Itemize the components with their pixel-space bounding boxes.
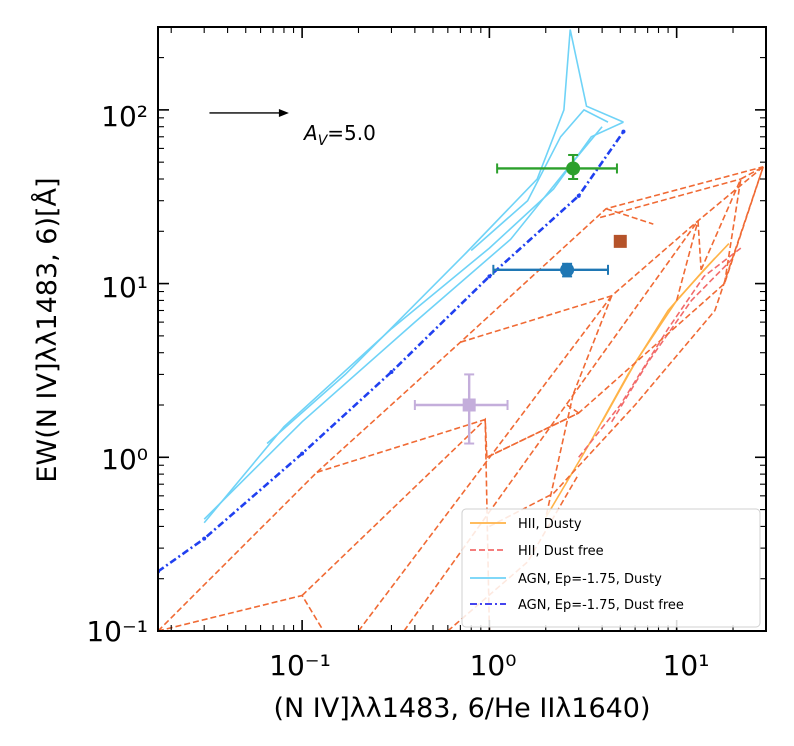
marker-circle — [566, 161, 581, 176]
series-line-agn-ep-1-75-dusty — [203, 121, 624, 524]
series-line-hii-grid-dashed-orange — [740, 166, 764, 180]
series-line-hii-grid-dashed-orange — [723, 178, 742, 284]
extinction-label: AV=5.0 — [302, 121, 376, 149]
series-line-hii-grid-dashed-orange — [605, 207, 654, 225]
y-tick-label: 10¹ — [101, 271, 148, 304]
series-line-hii-grid-dashed-orange — [357, 295, 613, 631]
data-point-blue — [492, 262, 610, 278]
series-line-hii-grid-dashed-orange — [403, 220, 699, 631]
series-point-agn-ep-1-75-dust-free — [487, 274, 492, 279]
legend-label: AGN, Ep=-1.75, Dust free — [518, 598, 684, 613]
marker-square — [462, 398, 476, 412]
legend: HII, Dusty HII, Dust free AGN, Ep=-1.75,… — [461, 508, 761, 628]
data-point-brown — [613, 234, 627, 248]
axis-ticks — [158, 26, 767, 632]
x-tick-label: 10¹ — [663, 649, 710, 682]
series-layer — [158, 29, 764, 631]
y-tick-label: 10⁰ — [101, 443, 148, 476]
series-line-agn-ep-1-75-dusty — [266, 29, 624, 445]
series-point-agn-ep-1-75-dust-free — [576, 193, 581, 198]
series-point-agn-ep-1-75-dust-free — [300, 451, 305, 456]
y-axis-label: EW(N IV]λλ1483, 6)[Å] — [31, 177, 63, 482]
series-line-hii-dust-free — [611, 257, 734, 423]
series-line-hii-grid-dashed-orange — [599, 178, 742, 219]
y-tick-label: 10⁻¹ — [86, 615, 148, 648]
series-line-hii-grid-dashed-orange — [545, 394, 574, 518]
legend-label: HII, Dust free — [518, 544, 604, 559]
x-axis-label: (N IV]λλ1483, 6/He IIλ1640) — [273, 693, 650, 724]
x-tick-label: 10⁰ — [470, 649, 517, 682]
series-line-agn-ep-1-75-dusty — [470, 108, 609, 252]
series-line-hii-grid-dashed-orange — [486, 412, 580, 459]
marker-square — [613, 234, 627, 248]
data-point-lavender — [413, 373, 509, 445]
series-point-agn-ep-1-75-dust-free — [389, 369, 394, 374]
legend-box — [461, 508, 761, 628]
x-tick-labels: 10⁻¹ 10⁰ 10¹ — [269, 649, 709, 682]
data-point-green — [496, 153, 618, 181]
series-line-agn-ep-1-75-dusty — [203, 126, 603, 520]
annotation: AV=5.0 — [209, 108, 376, 149]
series-line-hii-grid-dashed-orange — [316, 166, 764, 474]
series-line-hii-grid-dashed-orange — [489, 166, 764, 528]
series-line-hii-grid-dashed-orange — [158, 594, 325, 631]
series-line-hii-grid-dashed-orange — [158, 471, 318, 631]
legend-label: HII, Dusty — [518, 517, 582, 532]
series-line-hii-dust-free — [578, 247, 742, 458]
marker-circle — [560, 262, 575, 277]
points-layer — [413, 153, 627, 445]
extinction-arrowhead — [278, 108, 289, 117]
legend-label: AGN, Ep=-1.75, Dusty — [518, 572, 662, 587]
series-line-hii-grid-dashed-orange — [447, 473, 580, 631]
plot-frame — [157, 26, 767, 632]
series-line-hii-grid-dashed-orange — [697, 220, 702, 270]
series-line-hii-grid-dashed-orange — [566, 404, 580, 414]
series-point-agn-ep-1-75-dust-free — [621, 129, 626, 134]
series-line-hii-grid-dashed-orange — [301, 417, 491, 631]
series-line-hii-grid-dashed-orange — [572, 295, 613, 395]
series-line-hii-grid-dashed-orange — [675, 220, 699, 301]
y-tick-labels: 10⁻¹ 10⁰ 10¹ 10² — [86, 100, 148, 648]
y-tick-label: 10² — [101, 100, 148, 133]
x-tick-label: 10⁻¹ — [269, 649, 331, 682]
series-point-agn-ep-1-75-dust-free — [202, 536, 207, 541]
series-line-hii-grid-dashed-orange — [316, 166, 764, 473]
series-line-hii-dusty — [601, 257, 716, 423]
series-line-hii-grid-dashed-orange — [700, 178, 742, 271]
